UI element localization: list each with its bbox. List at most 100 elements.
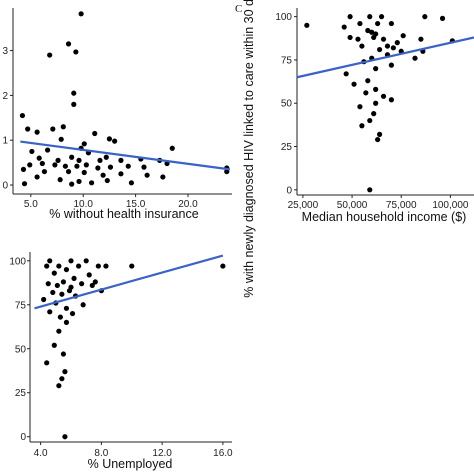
data-point — [380, 36, 387, 42]
y-tick-label: 3 — [2, 46, 8, 57]
data-point — [80, 302, 86, 308]
data-point — [71, 275, 77, 281]
data-point — [412, 55, 418, 61]
data-point — [52, 162, 58, 168]
data-point — [59, 376, 65, 382]
data-point — [88, 180, 95, 186]
data-point — [394, 40, 400, 46]
y-tick-label: 50 — [281, 99, 293, 110]
data-point — [369, 29, 375, 35]
data-point — [69, 181, 75, 187]
data-point — [41, 168, 48, 175]
data-point — [39, 160, 45, 167]
data-point — [100, 172, 106, 178]
x-tick-label: 25,000 — [288, 200, 319, 211]
y-tick-label: 2 — [2, 91, 8, 102]
data-point — [375, 136, 381, 143]
data-point — [62, 434, 68, 440]
data-point — [367, 14, 373, 20]
data-point — [74, 163, 80, 169]
data-point — [44, 263, 50, 269]
x-tick-label: 75,000 — [386, 200, 417, 211]
y-tick-label: 75 — [15, 300, 27, 311]
data-point — [365, 78, 371, 84]
y-tick-label: 0 — [2, 181, 8, 192]
data-point — [57, 314, 63, 320]
data-point — [65, 41, 72, 47]
x-tick-label: 8.0 — [94, 448, 108, 459]
regression-line — [20, 140, 231, 171]
data-point — [144, 172, 150, 178]
data-point — [29, 148, 35, 155]
data-point — [375, 20, 381, 27]
data-point — [373, 100, 379, 106]
y-tick-label: 25 — [281, 142, 293, 153]
data-point — [56, 328, 62, 334]
y-tick-label: 100 — [9, 256, 26, 267]
data-point — [63, 319, 70, 325]
data-point — [47, 258, 53, 264]
y-axis-title: % with newly diagnosed HIV linked to car… — [242, 0, 256, 298]
plot-area: 5.0 10.0 15.0 20.0 0 1 2 3 — [2, 11, 231, 210]
data-point — [355, 36, 361, 42]
data-point — [95, 263, 101, 269]
data-point — [371, 34, 377, 41]
data-point — [81, 169, 87, 176]
x-axis-title: % Unemployed — [88, 457, 173, 471]
data-point — [92, 130, 98, 137]
data-point — [71, 90, 77, 96]
data-point — [103, 154, 109, 160]
data-point — [69, 154, 75, 160]
x-tick-label: 16.0 — [213, 448, 233, 459]
data-point — [45, 281, 51, 287]
data-point — [81, 141, 87, 147]
y-tick-label: 75 — [281, 55, 293, 66]
data-point — [34, 129, 40, 135]
data-point — [65, 168, 72, 175]
data-point — [107, 164, 114, 170]
data-point — [377, 46, 383, 53]
data-point — [73, 49, 79, 55]
data-point — [59, 291, 65, 297]
panel-unemployed: 4.0 8.0 12.0 16.0 0 25 50 75 100 % Unemployed — [9, 252, 233, 471]
data-point — [106, 136, 113, 142]
panel-household-income: 25,000 50,000 75,000 100,000 0 25 50 75 100 C Me… — [235, 0, 474, 298]
x-axis-title: Median household income ($) — [302, 210, 467, 224]
data-point — [380, 93, 387, 99]
data-point — [125, 163, 131, 169]
data-point — [388, 97, 394, 103]
data-point — [347, 14, 353, 20]
data-point — [224, 168, 230, 175]
data-point — [83, 162, 89, 168]
data-point — [50, 289, 56, 296]
data-point — [304, 22, 310, 28]
y-tick-label: 0 — [20, 432, 26, 443]
data-point — [56, 263, 62, 269]
data-point — [377, 131, 383, 137]
data-point — [128, 180, 135, 186]
x-tick-label: 12.0 — [152, 448, 172, 459]
data-point — [62, 163, 68, 169]
data-point — [86, 272, 92, 278]
data-point — [359, 123, 365, 129]
regression-line — [34, 254, 224, 310]
y-tick-label: 25 — [15, 388, 27, 399]
data-point — [160, 174, 166, 180]
data-point — [69, 310, 76, 317]
data-point — [44, 147, 51, 153]
data-point — [118, 157, 124, 163]
data-point — [365, 27, 371, 34]
data-point — [44, 360, 50, 366]
data-point — [373, 66, 379, 72]
data-point — [47, 52, 53, 58]
data-point — [60, 279, 67, 285]
data-point — [36, 155, 42, 161]
data-point — [97, 157, 103, 163]
data-point — [71, 101, 77, 107]
data-point — [220, 263, 226, 269]
x-tick-label: 10.0 — [73, 199, 93, 210]
data-point — [118, 171, 124, 177]
panel-label: C — [235, 3, 242, 15]
x-tick-label: 15.0 — [126, 199, 146, 210]
data-point — [60, 124, 66, 130]
